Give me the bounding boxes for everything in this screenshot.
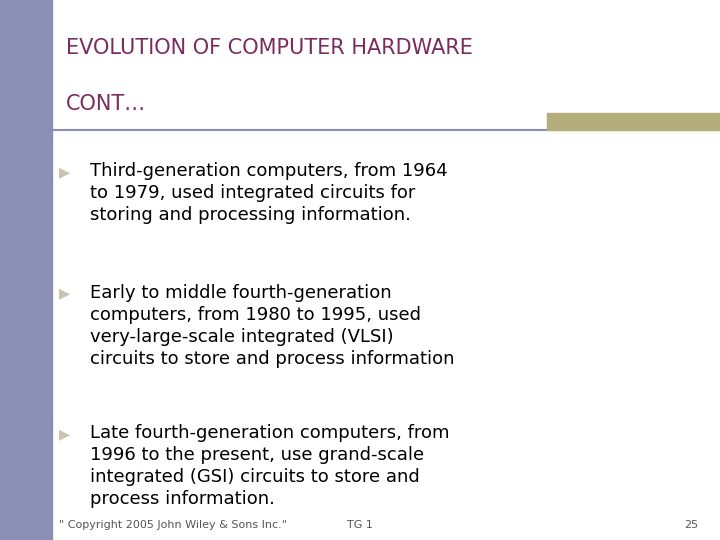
Text: Late fourth-generation computers, from
1996 to the present, use grand-scale
inte: Late fourth-generation computers, from 1… xyxy=(90,424,449,509)
Text: ▸: ▸ xyxy=(59,424,70,444)
Text: ▸: ▸ xyxy=(59,162,70,182)
Text: Early to middle fourth-generation
computers, from 1980 to 1995, used
very-large-: Early to middle fourth-generation comput… xyxy=(90,284,454,368)
Text: " Copyright 2005 John Wiley & Sons Inc.": " Copyright 2005 John Wiley & Sons Inc." xyxy=(59,520,287,530)
Text: EVOLUTION OF COMPUTER HARDWARE: EVOLUTION OF COMPUTER HARDWARE xyxy=(66,38,473,58)
Text: TG 1: TG 1 xyxy=(347,520,373,530)
Text: Third-generation computers, from 1964
to 1979, used integrated circuits for
stor: Third-generation computers, from 1964 to… xyxy=(90,162,448,225)
Text: CONT…: CONT… xyxy=(66,94,146,114)
Bar xyxy=(547,113,720,130)
Bar xyxy=(0,0,52,540)
Text: ▸: ▸ xyxy=(59,284,70,303)
Text: 25: 25 xyxy=(684,520,698,530)
